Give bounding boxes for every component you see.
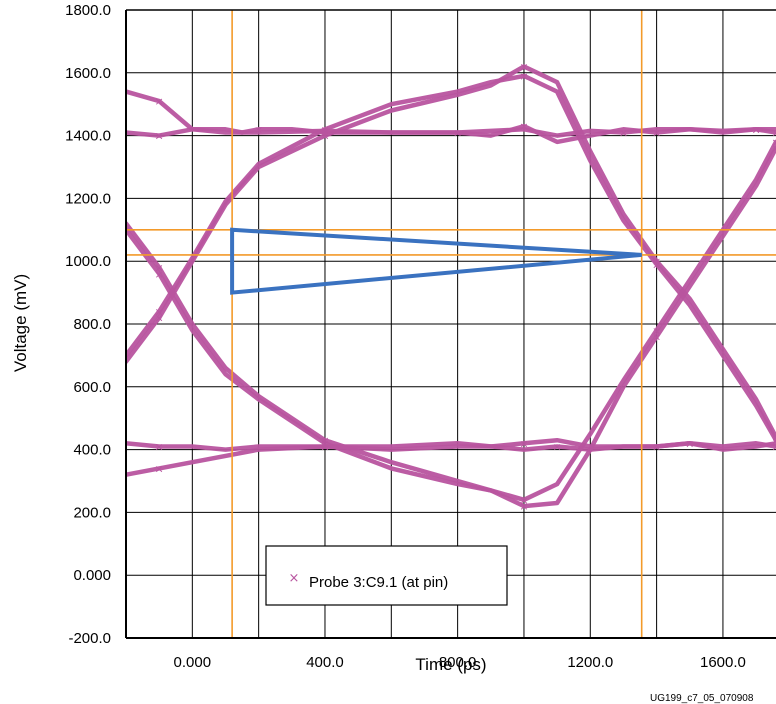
eye-trace	[126, 64, 776, 440]
trace-marker: ×	[155, 261, 164, 274]
x-tick-label: 400.0	[306, 654, 344, 671]
trace-marker: ×	[652, 126, 661, 139]
trace-marker: ×	[519, 70, 528, 83]
y-tick-label: 800.0	[73, 316, 111, 333]
x-tick-label: 0.000	[174, 654, 212, 671]
y-tick-label: 200.0	[73, 504, 111, 521]
trace-marker: ×	[155, 312, 164, 325]
waveform-traces: ×××××××××××××××××××××××××××××××××××××××	[126, 61, 776, 513]
x-tick-label: 800.0	[439, 654, 477, 671]
eye-mask	[230, 227, 642, 295]
y-tick-label: 400.0	[73, 442, 111, 459]
trace-marker: ×	[619, 126, 628, 139]
x-tick-label: 1200.0	[567, 654, 613, 671]
trace-marker: ×	[320, 437, 329, 450]
trace-marker: ×	[155, 268, 164, 281]
y-tick-label: 0.000	[73, 567, 111, 584]
trace-marker: ×	[519, 61, 528, 74]
trace-marker: ×	[553, 440, 562, 453]
trace-marker: ×	[320, 440, 329, 453]
grid	[125, 9, 776, 639]
trace-marker: ×	[519, 120, 528, 133]
trace-marker: ×	[771, 440, 776, 453]
legend-box	[265, 545, 508, 606]
y-tick-label: -200.0	[68, 630, 111, 647]
trace-marker: ×	[519, 494, 528, 507]
trace-marker: ×	[652, 324, 661, 337]
trace-marker: ×	[155, 130, 164, 143]
legend-marker-icon: ×	[289, 571, 300, 586]
trace-marker: ×	[771, 434, 776, 447]
trace-marker: ×	[155, 462, 164, 475]
y-axis-label: Voltage (mV)	[11, 274, 30, 372]
eye-mask-triangle	[230, 227, 642, 295]
trace-marker: ×	[155, 95, 164, 108]
y-tick-label: 1600.0	[65, 65, 111, 82]
legend-entry-label: Probe 3:C9.1 (at pin)	[309, 574, 448, 591]
trace-marker: ×	[320, 434, 329, 447]
trace-marker: ×	[771, 136, 776, 149]
eye-trace	[126, 139, 776, 503]
x-tick-label: 1600.0	[700, 654, 746, 671]
trace-marker: ×	[155, 305, 164, 318]
trace-marker: ×	[320, 130, 329, 143]
trace-marker: ×	[320, 123, 329, 136]
trace-marker: ×	[519, 437, 528, 450]
y-tick-label: 1000.0	[65, 253, 111, 270]
y-tick-label: 1400.0	[65, 128, 111, 145]
trace-marker: ×	[771, 126, 776, 139]
trace-marker: ×	[254, 123, 263, 136]
eye-trace	[126, 123, 776, 145]
trace-marker: ×	[519, 500, 528, 513]
plot-frame	[125, 9, 776, 639]
eye-trace	[126, 145, 776, 509]
trace-marker: ×	[652, 331, 661, 344]
legend: × Probe 3:C9.1 (at pin)	[265, 545, 508, 606]
eye-trace	[126, 73, 776, 443]
eye-trace	[126, 441, 776, 452]
figure-id: UG199_c7_05_070908	[650, 693, 754, 704]
trace-marker: ×	[685, 437, 694, 450]
y-tick-label: 600.0	[73, 379, 111, 396]
tick-labels: -200.0 0.000 200.0 400.0 600.0 800.0 1000.0 120…	[65, 2, 746, 671]
trace-marker: ×	[652, 258, 661, 271]
x-axis-label: Time (ps)	[415, 655, 486, 674]
trace-marker: ×	[155, 440, 164, 453]
y-tick-label: 1200.0	[65, 190, 111, 207]
y-tick-label: 1800.0	[65, 2, 111, 19]
